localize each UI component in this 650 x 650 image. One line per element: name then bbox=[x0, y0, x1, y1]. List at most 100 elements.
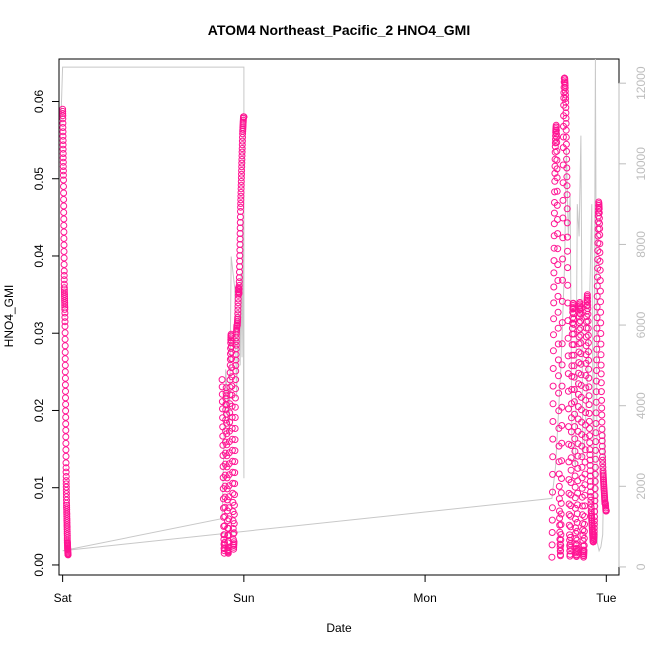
data-point bbox=[584, 294, 591, 302]
data-point bbox=[581, 513, 589, 520]
data-point bbox=[554, 292, 562, 300]
data-point bbox=[59, 110, 67, 117]
data-point bbox=[225, 504, 233, 512]
data-point bbox=[556, 514, 564, 522]
data-point bbox=[59, 105, 67, 113]
y-axis-label: HNO4_GMI bbox=[2, 285, 16, 348]
data-point bbox=[559, 133, 567, 141]
data-point bbox=[60, 288, 68, 296]
data-point bbox=[557, 489, 565, 497]
data-point bbox=[63, 506, 71, 514]
data-point bbox=[596, 231, 604, 239]
data-point bbox=[593, 282, 601, 290]
data-point bbox=[591, 502, 599, 510]
data-point bbox=[234, 302, 242, 310]
y-tick-label: 0.02 bbox=[32, 398, 46, 422]
y2-tick-label: 6000 bbox=[634, 311, 648, 338]
data-point bbox=[554, 324, 562, 332]
data-point bbox=[62, 477, 70, 485]
data-point bbox=[563, 233, 571, 241]
data-point bbox=[549, 400, 557, 408]
data-point bbox=[563, 164, 571, 172]
data-point bbox=[599, 460, 607, 468]
y2-tick-label: 2000 bbox=[634, 473, 648, 500]
data-point bbox=[231, 458, 239, 466]
data-point bbox=[562, 114, 570, 122]
data-point bbox=[581, 446, 589, 454]
data-point bbox=[550, 283, 558, 291]
data-point bbox=[590, 517, 598, 525]
data-point bbox=[218, 376, 226, 384]
data-point bbox=[594, 232, 602, 240]
data-point bbox=[593, 345, 601, 353]
data-point bbox=[569, 308, 577, 316]
data-point bbox=[232, 338, 240, 345]
data-point bbox=[60, 276, 68, 284]
data-point bbox=[59, 158, 67, 166]
data-point bbox=[564, 264, 572, 272]
data-point bbox=[63, 499, 70, 507]
data-point bbox=[559, 234, 567, 242]
data-point bbox=[565, 500, 573, 508]
data-point bbox=[229, 489, 237, 497]
data-point bbox=[64, 551, 72, 559]
data-point bbox=[593, 314, 601, 322]
data-point bbox=[596, 220, 603, 227]
data-point bbox=[228, 355, 236, 362]
data-point bbox=[553, 165, 561, 173]
data-point bbox=[568, 386, 576, 393]
data-point bbox=[558, 340, 566, 348]
data-point bbox=[238, 137, 246, 145]
data-point bbox=[549, 453, 557, 461]
data-point bbox=[563, 155, 571, 163]
data-point bbox=[591, 508, 599, 515]
data-point bbox=[598, 442, 606, 450]
data-point bbox=[558, 403, 566, 411]
data-point bbox=[232, 376, 240, 384]
data-point bbox=[231, 403, 239, 411]
data-point bbox=[566, 536, 574, 544]
data-point bbox=[554, 356, 562, 364]
data-point bbox=[548, 516, 556, 524]
data-point bbox=[62, 486, 70, 494]
data-point bbox=[558, 457, 566, 465]
data-point bbox=[562, 109, 570, 117]
data-point bbox=[561, 87, 569, 95]
data-point bbox=[63, 512, 71, 520]
data-point bbox=[565, 521, 573, 529]
data-point bbox=[553, 134, 561, 141]
data-point bbox=[571, 435, 579, 443]
data-point bbox=[59, 167, 67, 175]
data-point bbox=[240, 113, 248, 121]
data-point bbox=[555, 482, 563, 490]
data-point bbox=[60, 183, 67, 190]
data-point bbox=[62, 468, 70, 476]
data-point bbox=[580, 546, 588, 554]
data-point bbox=[577, 371, 585, 379]
data-point bbox=[581, 502, 589, 510]
data-point bbox=[238, 145, 246, 152]
data-point bbox=[585, 409, 593, 417]
data-point bbox=[231, 394, 239, 402]
data-point bbox=[230, 501, 238, 509]
data-point bbox=[571, 423, 579, 431]
data-point bbox=[551, 177, 559, 185]
data-point bbox=[61, 313, 69, 321]
data-point bbox=[553, 130, 560, 138]
data-point bbox=[61, 381, 69, 389]
data-point bbox=[63, 510, 71, 518]
data-point bbox=[232, 341, 240, 349]
data-point bbox=[563, 182, 571, 190]
data-point bbox=[557, 541, 565, 549]
data-point bbox=[578, 502, 586, 510]
data-point bbox=[595, 205, 603, 213]
data-point bbox=[228, 446, 236, 454]
data-point bbox=[60, 248, 68, 255]
data-point bbox=[597, 351, 605, 359]
data-point bbox=[219, 405, 226, 413]
data-point bbox=[60, 235, 68, 242]
data-point bbox=[548, 541, 556, 549]
data-point bbox=[60, 222, 68, 229]
data-point bbox=[62, 394, 69, 402]
data-point bbox=[231, 447, 239, 455]
